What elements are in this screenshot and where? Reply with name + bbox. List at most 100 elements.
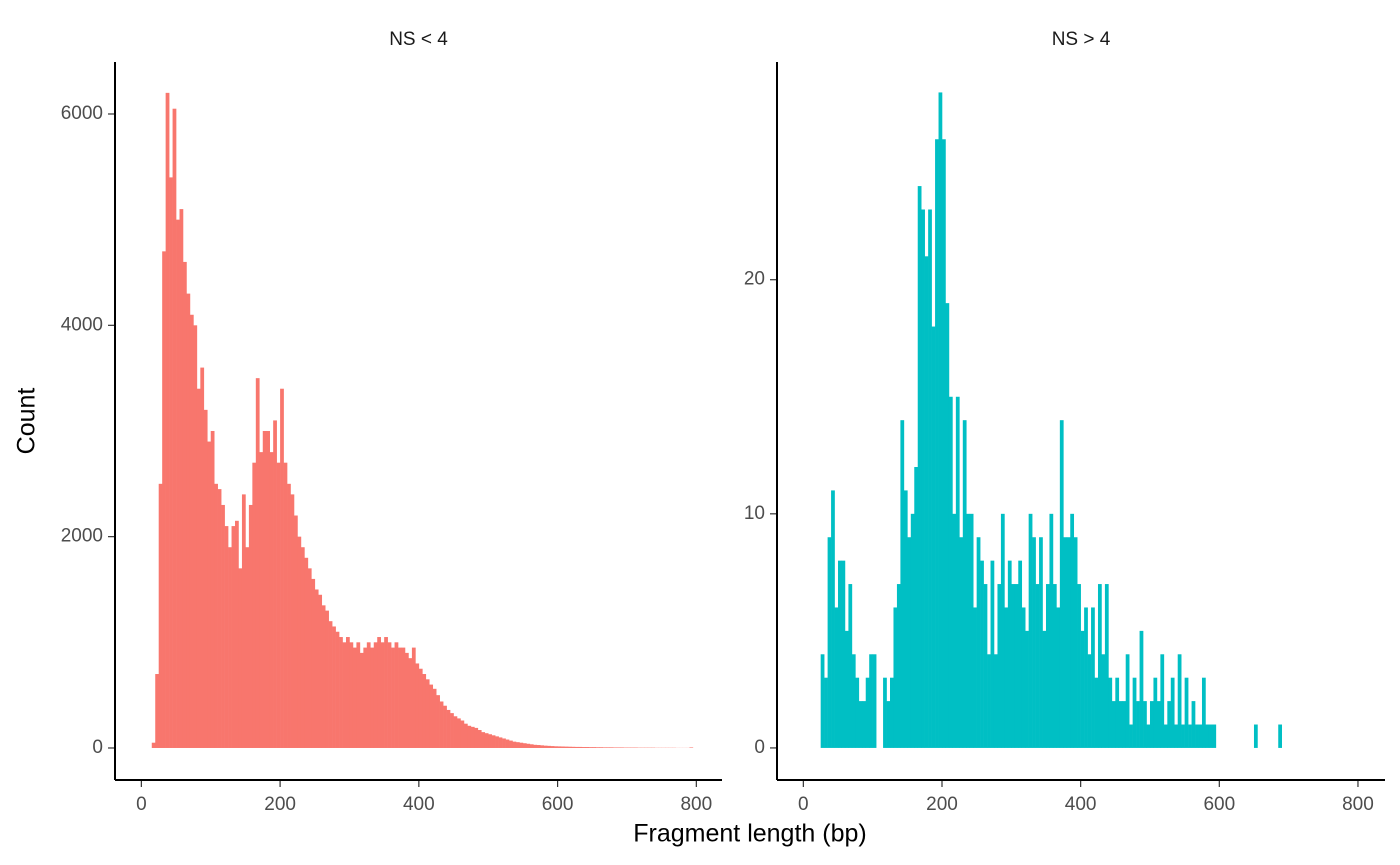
bar [1014, 584, 1019, 748]
bar [158, 483, 163, 748]
bar [332, 626, 336, 748]
bar [616, 747, 621, 748]
bar [380, 642, 385, 748]
bar [1084, 607, 1088, 748]
bar [439, 701, 444, 748]
bar [280, 388, 284, 748]
y-tick-label: 6000 [61, 103, 103, 124]
bar [907, 537, 912, 748]
bar [990, 560, 995, 748]
bar [193, 325, 198, 748]
bar [1181, 724, 1185, 748]
bar [328, 621, 333, 748]
bar [231, 526, 236, 748]
bar [606, 747, 610, 748]
bar [321, 605, 326, 748]
bar [941, 139, 946, 748]
bar [162, 251, 166, 748]
bar [883, 677, 887, 748]
bar [831, 490, 835, 748]
bar [165, 92, 170, 748]
bar [1212, 724, 1217, 748]
bar [450, 713, 454, 748]
bar [155, 674, 160, 748]
bar [536, 745, 541, 748]
bar [900, 420, 905, 748]
bar [356, 642, 361, 748]
bar [401, 647, 406, 748]
bar [1108, 677, 1113, 748]
bar [210, 430, 215, 748]
bar [252, 462, 257, 748]
bar [300, 547, 305, 748]
bar [1156, 701, 1161, 748]
x-tick-label: 200 [264, 794, 296, 815]
bar [1045, 584, 1050, 748]
bar [848, 584, 853, 748]
bar [1132, 677, 1137, 748]
bar [394, 642, 399, 748]
bar [1170, 677, 1175, 748]
bar [910, 513, 915, 748]
bar [993, 654, 998, 748]
bar [248, 504, 253, 748]
bar [533, 744, 538, 748]
bar [179, 209, 184, 748]
bar [1070, 513, 1075, 748]
bar [1021, 607, 1026, 748]
bar [373, 642, 378, 748]
bar [398, 647, 402, 748]
bar [689, 747, 694, 748]
y-tick-label: 2000 [61, 526, 103, 547]
bar [1101, 654, 1106, 748]
bar [1049, 513, 1054, 748]
bar [363, 647, 368, 748]
bar [1167, 701, 1172, 748]
bar [1278, 724, 1283, 748]
bar [973, 607, 977, 748]
bar [349, 642, 354, 748]
bar [917, 186, 922, 748]
bar [1125, 654, 1130, 748]
x-tick-label: 400 [1065, 794, 1097, 815]
bar [1115, 677, 1120, 748]
bar [1111, 701, 1116, 748]
bar [1035, 584, 1040, 748]
bar [404, 652, 409, 748]
bar [1104, 584, 1109, 748]
bar [1042, 630, 1047, 748]
bar [1191, 701, 1196, 748]
bar [172, 108, 177, 748]
bar [287, 483, 291, 748]
bar [1253, 724, 1258, 748]
bar [945, 303, 950, 748]
bar [235, 520, 239, 748]
y-tick-label: 10 [744, 503, 765, 524]
bar [1004, 607, 1009, 748]
bar [855, 677, 860, 748]
bar [1073, 537, 1078, 748]
bar [540, 745, 545, 748]
bar [574, 746, 579, 748]
bar [463, 723, 468, 748]
bar [425, 679, 430, 748]
bar [460, 720, 465, 748]
bar [921, 209, 925, 748]
bar [841, 560, 846, 748]
bar [547, 745, 551, 748]
bar [1077, 584, 1081, 748]
bar [207, 441, 212, 748]
bar [903, 490, 908, 748]
bar [554, 746, 558, 748]
bar [1059, 420, 1064, 748]
bar [217, 489, 222, 748]
bar [283, 462, 288, 748]
bar [408, 658, 413, 748]
bar [865, 677, 870, 748]
bar [969, 513, 974, 748]
bar [886, 701, 891, 748]
bar [952, 513, 957, 748]
bar [543, 745, 548, 748]
bar [352, 647, 357, 748]
bar [443, 705, 447, 748]
